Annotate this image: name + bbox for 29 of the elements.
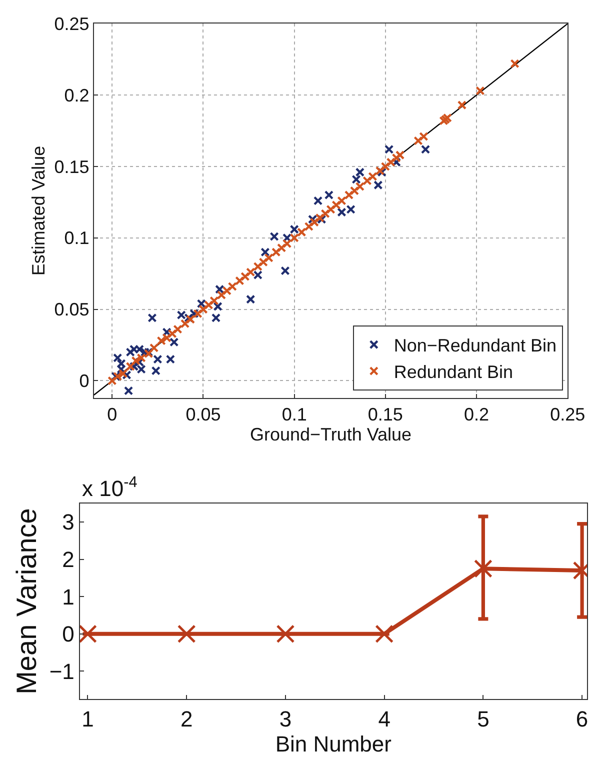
y-tick-label: 0.05 <box>54 300 90 320</box>
x-tick-label: 3 <box>279 706 292 732</box>
x-tick-label: 0.1 <box>282 404 307 424</box>
x-tick-label: 2 <box>180 706 193 732</box>
text: x 10$^{-4}$ <box>82 474 138 502</box>
y-tick-label: 0.2 <box>64 85 90 106</box>
y-axis-title: Estimated Value <box>28 146 48 276</box>
x-axis-title: Bin Number <box>275 732 392 757</box>
y-axis-title: Mean Variance <box>11 508 42 694</box>
y-tick-label: 1 <box>62 584 74 610</box>
x-tick-label: 0.2 <box>464 404 490 424</box>
y-tick-label: 0.25 <box>54 14 90 34</box>
y-tick-label: 3 <box>62 510 74 535</box>
y-tick-label: 0.15 <box>54 156 90 177</box>
x-tick-label: 0.05 <box>186 404 221 424</box>
x-tick-label: 4 <box>378 706 390 732</box>
x-tick-label: 0.15 <box>368 404 403 424</box>
legend-label: Redundant Bin <box>394 362 513 382</box>
x-tick-label: 0 <box>107 404 118 424</box>
y-tick-label: 0 <box>79 371 90 392</box>
x-tick-label: 5 <box>477 706 490 732</box>
x-tick-label: 6 <box>576 706 588 732</box>
y-tick-label: 0 <box>62 622 74 647</box>
y-tick-label: 0.1 <box>64 228 90 248</box>
y-tick-label: −1 <box>49 658 74 684</box>
y-tick-label: 2 <box>62 547 74 572</box>
x-axis-title: Ground−Truth Value <box>250 424 412 444</box>
x-tick-label: 0.25 <box>550 404 586 424</box>
legend-label: Non−Redundant Bin <box>394 336 557 356</box>
